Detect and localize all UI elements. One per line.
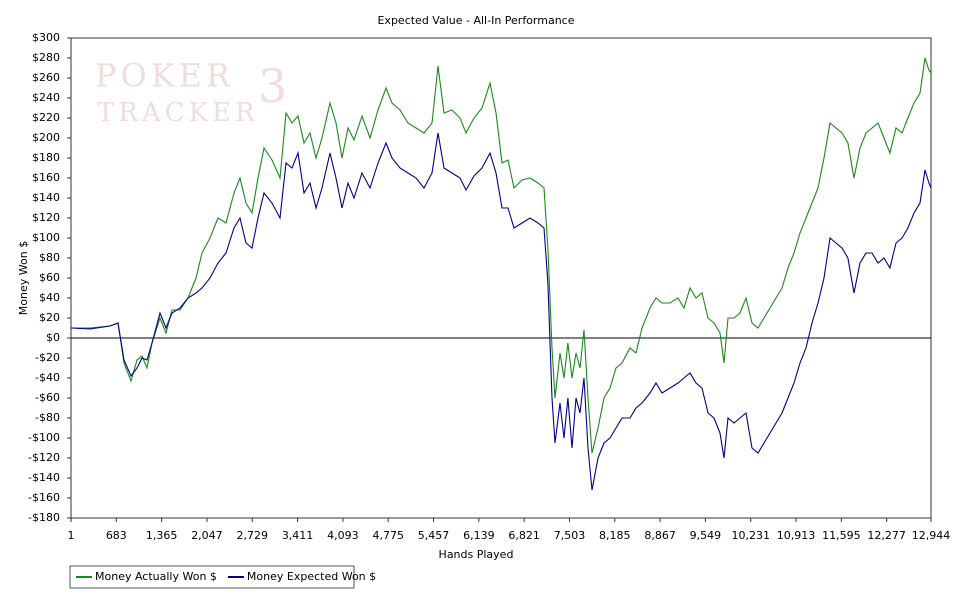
legend-label: Money Actually Won $ (95, 570, 217, 583)
x-tick-label: 1 (68, 529, 75, 542)
y-tick-label: $60 (39, 271, 60, 284)
x-tick-label: 5,457 (418, 529, 450, 542)
y-tick-label: -$60 (35, 391, 60, 404)
x-tick-label: 7,503 (554, 529, 586, 542)
y-tick-label: $180 (32, 151, 60, 164)
series-line (71, 57, 932, 454)
y-tick-label: $220 (32, 111, 60, 124)
y-tick-label: $200 (32, 131, 60, 144)
x-tick-label: 683 (106, 529, 127, 542)
x-tick-label: 2,729 (237, 529, 269, 542)
x-tick-label: 8,867 (644, 529, 676, 542)
y-axis-title: Money Won $ (17, 241, 30, 315)
chart-title: Expected Value - All-In Performance (377, 14, 574, 27)
y-tick-label: -$20 (35, 351, 60, 364)
watermark: TRACKER (97, 98, 259, 128)
x-tick-label: 4,093 (327, 529, 359, 542)
y-tick-label: -$120 (28, 451, 60, 464)
y-tick-label: -$180 (28, 511, 60, 524)
y-tick-label: $80 (39, 251, 60, 264)
x-tick-label: 11,595 (822, 529, 861, 542)
x-tick-label: 10,913 (777, 529, 816, 542)
y-tick-label: -$100 (28, 431, 60, 444)
y-tick-label: -$140 (28, 471, 60, 484)
legend-label: Money Expected Won $ (247, 570, 376, 583)
x-tick-label: 4,775 (372, 529, 404, 542)
x-tick-label: 9,549 (690, 529, 722, 542)
y-tick-label: $120 (32, 211, 60, 224)
y-tick-label: -$80 (35, 411, 60, 424)
watermark: 3 (258, 59, 291, 113)
legend (69, 565, 355, 589)
y-tick-label: $240 (32, 91, 60, 104)
y-tick-label: $100 (32, 231, 60, 244)
y-tick-label: $20 (39, 311, 60, 324)
x-tick-label: 8,185 (599, 529, 631, 542)
y-tick-label: $0 (46, 331, 60, 344)
watermark: POKER (95, 57, 234, 95)
y-tick-label: $260 (32, 71, 60, 84)
y-tick-label: -$40 (35, 371, 60, 384)
y-tick-label: $280 (32, 51, 60, 64)
x-tick-label: 1,365 (146, 529, 178, 542)
x-axis-title: Hands Played (439, 548, 514, 561)
y-tick-label: -$160 (28, 491, 60, 504)
x-tick-label: 12,944 (912, 529, 951, 542)
x-tick-label: 6,139 (463, 529, 495, 542)
y-tick-label: $300 (32, 31, 60, 44)
x-tick-label: 12,277 (867, 529, 906, 542)
series-line (70, 132, 932, 491)
x-tick-label: 2,047 (191, 529, 223, 542)
y-tick-label: $160 (32, 171, 60, 184)
y-tick-label: $40 (39, 291, 60, 304)
x-tick-label: 10,231 (731, 529, 770, 542)
y-tick-label: $140 (32, 191, 60, 204)
x-tick-label: 3,411 (282, 529, 314, 542)
x-tick-label: 6,821 (508, 529, 540, 542)
